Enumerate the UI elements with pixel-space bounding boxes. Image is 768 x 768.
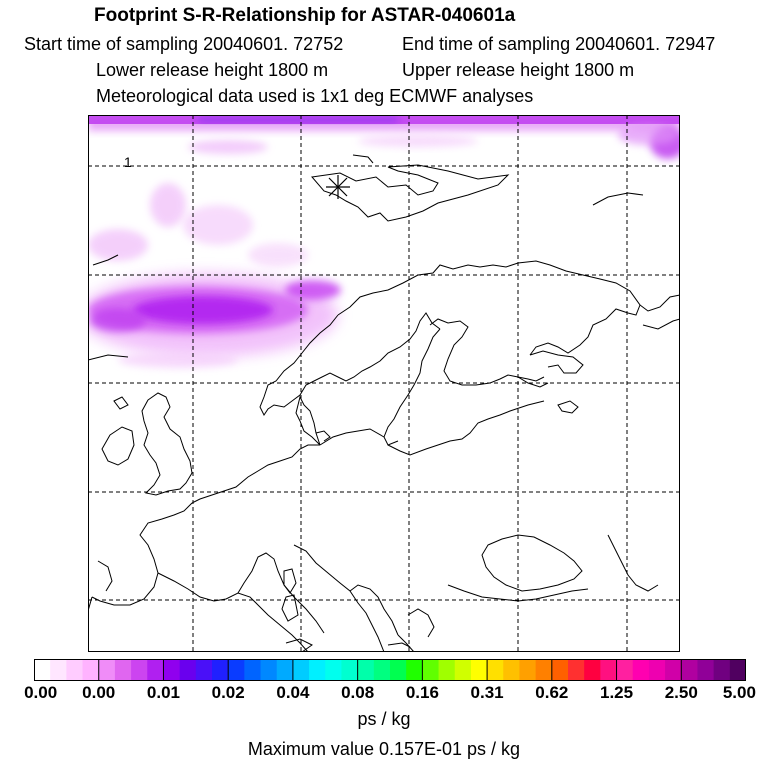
colorbar-cell xyxy=(600,659,618,681)
upper-height-label: Upper release height 1800 m xyxy=(402,60,635,80)
colorbar-tick-label: 0.00 xyxy=(82,683,116,702)
maximum-value-label: Maximum value 0.157E-01 ps / kg xyxy=(247,739,521,759)
footprint-plume xyxy=(88,116,680,368)
colorbar-cell xyxy=(535,659,553,681)
plume-top-band-core xyxy=(198,117,398,122)
plot-title: Footprint S-R-Relationship for ASTAR-040… xyxy=(94,5,516,26)
colorbar-cell xyxy=(325,659,342,681)
colorbar-cell xyxy=(98,659,116,681)
colorbar-cell xyxy=(454,659,472,681)
colorbar-tick-label: 0.08 xyxy=(341,683,375,702)
colorbar-cell xyxy=(179,659,197,681)
colorbar-cell xyxy=(697,659,715,681)
colorbar-cell xyxy=(632,659,650,681)
colorbar-cell xyxy=(357,659,375,681)
colorbar-tick-label: 0.62 xyxy=(535,683,569,702)
colorbar-cell xyxy=(503,659,520,681)
colorbar xyxy=(34,659,746,681)
lower-height-label: Lower release height 1800 m xyxy=(96,60,329,80)
colorbar-tick-label: 0.02 xyxy=(211,683,245,702)
colorbar-cell xyxy=(212,659,229,681)
colorbar-cell xyxy=(292,659,310,681)
colorbar-cell xyxy=(82,659,100,681)
colorbar-cell xyxy=(551,659,569,681)
colorbar-cell xyxy=(260,659,278,681)
colorbar-cell xyxy=(34,659,51,681)
colorbar-tick-label: 0.04 xyxy=(276,683,310,702)
colorbar-cell xyxy=(713,659,731,681)
colorbar-unit-label: ps / kg xyxy=(357,709,411,729)
colorbar-cell xyxy=(681,659,698,681)
colorbar-cell xyxy=(114,659,132,681)
colorbar-cell xyxy=(665,659,682,681)
colorbar-cell xyxy=(487,659,504,681)
colorbar-cell xyxy=(66,659,84,681)
footprint-map: 1 xyxy=(88,115,680,652)
colorbar-cell xyxy=(568,659,585,681)
colorbar-tick-label: 0.31 xyxy=(470,683,504,702)
colorbar-cell xyxy=(163,659,181,681)
colorbar-tick-label: 0.01 xyxy=(146,683,180,702)
colorbar-cell xyxy=(131,659,148,681)
grid-label: 1 xyxy=(124,154,132,170)
colorbar-cell xyxy=(244,659,262,681)
colorbar-cell xyxy=(422,659,440,681)
colorbar-tick-label: 2.50 xyxy=(664,683,698,702)
colorbar-cell xyxy=(195,659,213,681)
colorbar-cell xyxy=(50,659,67,681)
colorbar-tick-label: 5.00 xyxy=(722,683,756,702)
coastlines xyxy=(88,154,680,652)
asterisk-station-marker xyxy=(326,175,350,199)
colorbar-cell xyxy=(341,659,359,681)
colorbar-cell xyxy=(584,659,601,681)
colorbar-cell xyxy=(373,659,391,681)
colorbar-cell xyxy=(616,659,634,681)
start-time-label: Start time of sampling 20040601. 72752 xyxy=(24,34,344,54)
met-data-label: Meteorological data used is 1x1 deg ECMW… xyxy=(96,86,534,106)
colorbar-cell xyxy=(519,659,537,681)
colorbar-cell xyxy=(729,659,746,681)
end-time-label: End time of sampling 20040601. 72947 xyxy=(402,34,716,54)
colorbar-cell xyxy=(648,659,666,681)
colorbar-cell xyxy=(276,659,294,681)
colorbar-cell xyxy=(309,659,326,681)
plume-main-core xyxy=(133,296,273,324)
colorbar-tick-label: 0.16 xyxy=(405,683,439,702)
colorbar-cell xyxy=(438,659,456,681)
colorbar-cell xyxy=(470,659,488,681)
colorbar-cell xyxy=(147,659,164,681)
colorbar-tick-label: 0.00 xyxy=(24,683,58,702)
colorbar-tick-label: 1.25 xyxy=(599,683,634,702)
colorbar-cell xyxy=(228,659,245,681)
colorbar-cell xyxy=(390,659,407,681)
colorbar-cell xyxy=(406,659,423,681)
